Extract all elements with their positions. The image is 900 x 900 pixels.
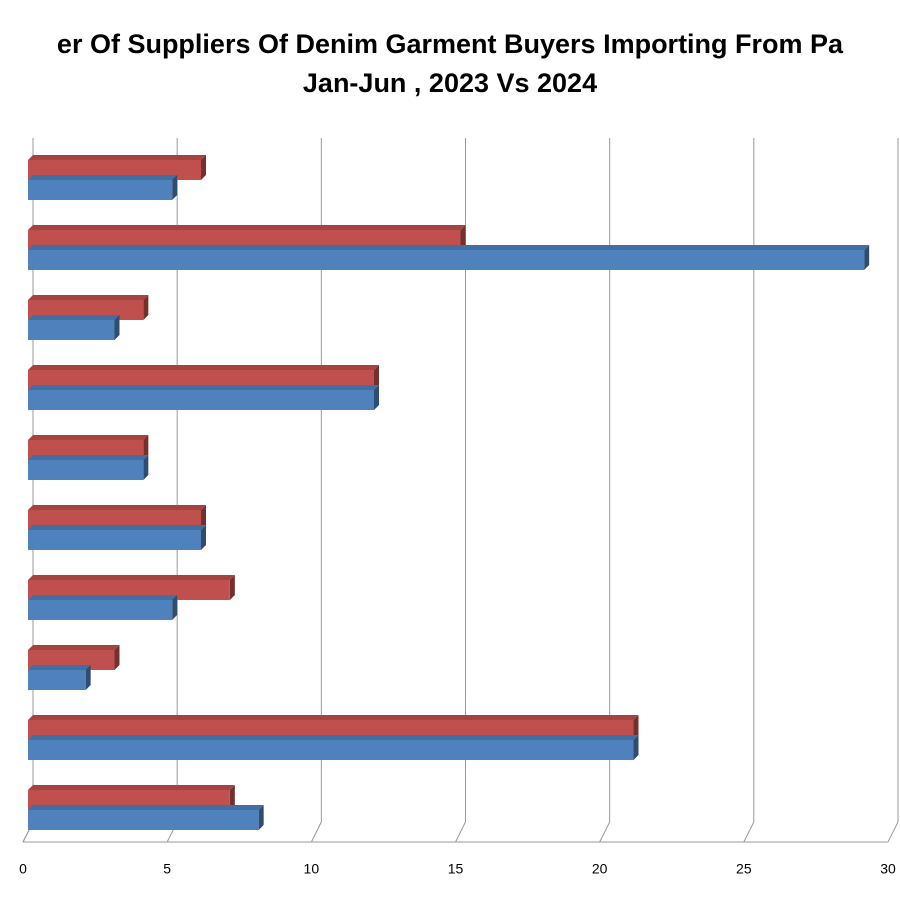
bar-face — [28, 715, 639, 720]
bar-face — [28, 665, 91, 670]
bar-face — [28, 365, 379, 370]
x-tick-label: 5 — [163, 861, 171, 877]
bar-face — [28, 740, 634, 760]
chart-subtitle: Jan-Jun , 2023 Vs 2024 — [303, 68, 597, 98]
bar-face — [28, 595, 178, 600]
bar-face — [28, 785, 235, 790]
bar-face — [114, 645, 120, 670]
bar — [28, 665, 91, 690]
bar-face — [28, 575, 235, 580]
bar-face — [28, 245, 870, 250]
bar — [28, 735, 639, 760]
x-tick-label: 30 — [880, 861, 896, 877]
chart-title: er Of Suppliers Of Denim Garment Buyers … — [57, 29, 844, 59]
bar-face — [28, 505, 206, 510]
bar — [28, 595, 178, 620]
bar — [28, 315, 120, 340]
bar — [28, 385, 379, 410]
bar-face — [28, 390, 374, 410]
bar-face — [28, 295, 149, 300]
bar-face — [28, 455, 149, 460]
bar-face — [258, 805, 264, 830]
grid-line-floor — [310, 821, 322, 843]
bar-face — [172, 175, 178, 200]
bar-face — [229, 575, 235, 600]
bar-face — [172, 595, 178, 620]
bar-face — [28, 155, 206, 160]
bar-face — [201, 525, 206, 550]
bar-face — [864, 245, 870, 270]
grid-line-floor — [743, 821, 755, 843]
bar-face — [28, 645, 120, 650]
bar-face — [633, 715, 639, 740]
bar-face — [28, 530, 201, 550]
grid-line-floor — [887, 821, 899, 843]
bar-face — [114, 315, 120, 340]
x-tick-label: 15 — [448, 861, 464, 877]
bar — [28, 805, 264, 830]
bar-face — [28, 805, 264, 810]
bar-face — [201, 155, 206, 180]
grid-line-floor — [599, 821, 611, 843]
bar-face — [85, 665, 91, 690]
x-tick-label: 25 — [736, 861, 752, 877]
bar — [28, 455, 149, 480]
bar-face — [374, 385, 379, 410]
bar-face — [28, 460, 144, 480]
bar-face — [633, 735, 639, 760]
x-tick-label: 20 — [592, 861, 608, 877]
bar-face — [143, 455, 149, 480]
x-tick-label: 10 — [304, 861, 320, 877]
bar-face — [28, 320, 115, 340]
bar-face — [143, 435, 149, 460]
bar-face — [229, 785, 235, 810]
bar-face — [28, 315, 120, 320]
bar-face — [28, 670, 86, 690]
bar-face — [28, 385, 379, 390]
bar-face — [143, 295, 149, 320]
grid-line-floor — [455, 821, 466, 843]
bar — [28, 245, 870, 270]
bar-face — [28, 250, 865, 270]
bar-face — [460, 225, 466, 250]
bar — [28, 525, 206, 550]
bar-face — [28, 810, 259, 830]
bar-face — [374, 365, 379, 390]
bar-face — [28, 435, 149, 440]
bar-face — [28, 525, 206, 530]
bar-face — [28, 175, 178, 180]
bar-face — [201, 505, 206, 530]
x-tick-label: 0 — [19, 861, 27, 877]
bar-face — [28, 735, 639, 740]
bar-face — [28, 600, 173, 620]
bar-face — [28, 225, 466, 230]
bar-face — [28, 180, 173, 200]
bar — [28, 175, 178, 200]
